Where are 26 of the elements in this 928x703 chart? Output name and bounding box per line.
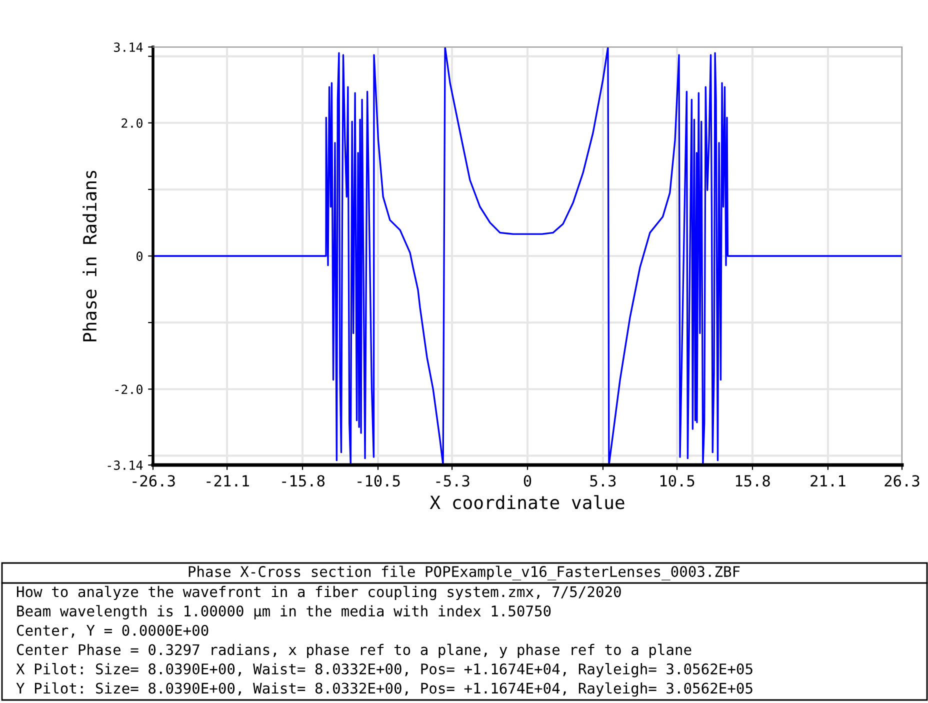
y-axis-title: Phase in Radians xyxy=(82,170,97,342)
x-tick-label: 0 xyxy=(524,475,532,487)
x-tick-label: -10.5 xyxy=(358,475,400,487)
x-tick-label: 26.3 xyxy=(884,475,920,487)
x-axis-title: X coordinate value xyxy=(430,495,624,510)
x-tick-label: 21.1 xyxy=(810,475,846,486)
text: Beam wavelength is 1.00000 µm in the media with index 1.50750 xyxy=(17,605,551,620)
y-tick-label: 0 xyxy=(136,252,142,261)
text: X Pilot: Size= 8.0390E+00, Waist= 8.0332E+00, Pos= +1.1674E+04, Rayleigh= 3.0562E+05 xyxy=(16,663,752,678)
text: Phase X-Cross section file POPExample_v16_FasterLenses_0003.ZBF xyxy=(188,566,740,580)
x-tick-label: 5.3 xyxy=(590,475,616,487)
text: Center Phase = 0.3297 radians, x phase ref to a plane, y phase ref to a plane xyxy=(16,644,692,658)
text: How to analyze the wavefront in a fiber coupling system.zmx, 7/5/2020 xyxy=(16,586,621,600)
x-tick-label: -15.8 xyxy=(282,475,325,487)
text: Center, Y = 0.0000E+00 xyxy=(16,624,208,638)
y-tick-label: -2.0 xyxy=(115,384,142,394)
y-tick-label: -3.14 xyxy=(108,460,143,470)
x-tick-label: 10.5 xyxy=(660,475,694,487)
text: Y Pilot: Size= 8.0390E+00, Waist= 8.0332E+00, Pos= +1.1674E+04, Rayleigh= 3.0562E+05 xyxy=(16,682,752,697)
y-tick-label: 3.14 xyxy=(114,42,143,52)
x-tick-label: -5.3 xyxy=(436,475,470,487)
line-series xyxy=(153,47,902,465)
x-tick-label: -21.1 xyxy=(206,475,250,486)
x-tick-label: -26.3 xyxy=(132,475,175,487)
x-tick-label: 15.8 xyxy=(736,475,770,487)
y-tick-label: 2.0 xyxy=(122,118,142,128)
